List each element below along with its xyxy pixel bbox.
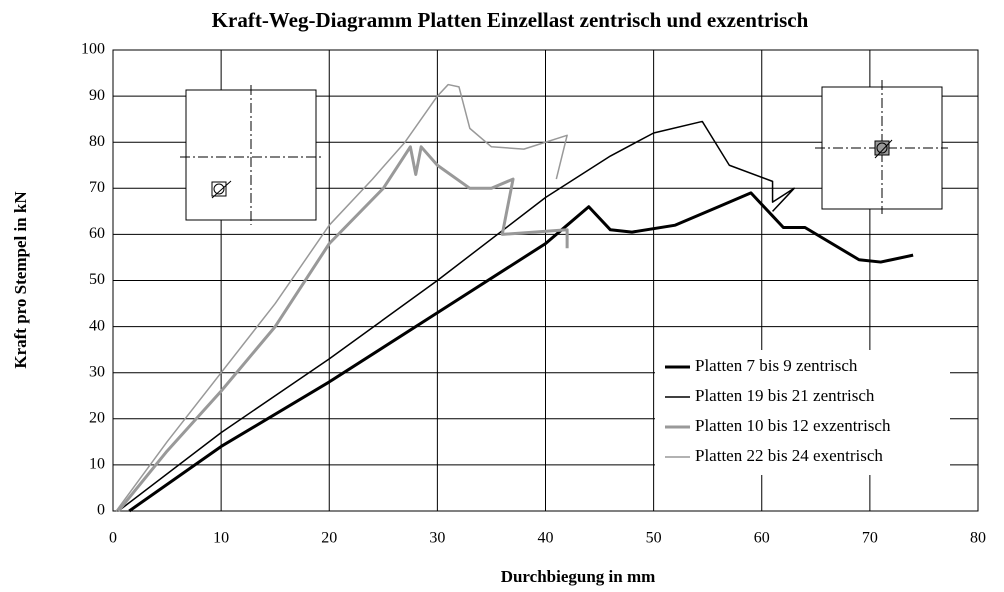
- plot-frame: [112, 49, 979, 512]
- x-tick-label: 50: [646, 530, 662, 547]
- series-line: [128, 191, 914, 513]
- x-tick-label: 20: [321, 530, 337, 547]
- y-tick-label: 20: [89, 409, 105, 426]
- legend-box: [655, 350, 950, 475]
- legend-label: Platten 22 bis 24 exentrisch: [695, 446, 883, 465]
- x-tick-label: 80: [970, 530, 986, 547]
- y-tick-label: 30: [89, 363, 105, 380]
- x-tick-label: 0: [109, 530, 117, 547]
- series-line: [115, 83, 568, 512]
- inset-diagram: [180, 85, 322, 225]
- y-tick-label: 60: [89, 225, 105, 242]
- y-tick-label: 80: [89, 133, 105, 150]
- series-line: [117, 120, 795, 512]
- y-tick-label: 100: [81, 41, 105, 58]
- y-tick-label: 70: [89, 179, 105, 196]
- y-tick-label: 50: [89, 271, 105, 288]
- legend-label: Platten 7 bis 9 zentrisch: [695, 356, 858, 375]
- x-tick-label: 30: [429, 530, 445, 547]
- x-axis-label: Durchbiegung in mm: [501, 567, 656, 586]
- y-tick-label: 40: [89, 317, 105, 334]
- inset-diagram: [815, 80, 948, 214]
- y-axis-label: Kraft pro Stempel in kN: [11, 191, 30, 369]
- legend-label: Platten 19 bis 21 zentrisch: [695, 386, 875, 405]
- legend: Platten 7 bis 9 zentrisch Platten 19 bis …: [655, 350, 950, 475]
- legend-label: Platten 10 bis 12 exzentrisch: [695, 416, 891, 435]
- y-tick-label: 90: [89, 87, 105, 104]
- x-tick-label: 70: [862, 530, 878, 547]
- y-tick-label: 10: [89, 456, 105, 473]
- x-tick-label: 40: [538, 530, 554, 547]
- x-tick-label: 10: [213, 530, 229, 547]
- chart-title: Kraft-Weg-Diagramm Platten Einzellast ze…: [212, 8, 809, 32]
- y-tick-label: 0: [97, 502, 105, 519]
- x-tick-label: 60: [754, 530, 770, 547]
- series-line: [117, 145, 569, 512]
